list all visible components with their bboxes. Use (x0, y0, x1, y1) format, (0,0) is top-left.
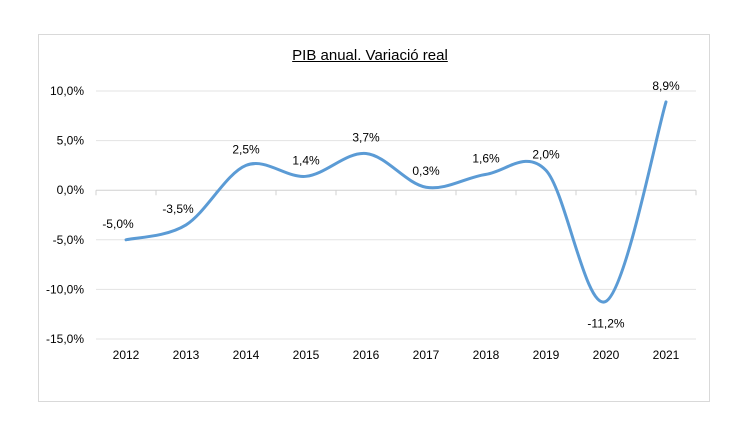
series-line (124, 100, 668, 304)
data-label: 8,9% (652, 79, 680, 93)
chart-title: PIB anual. Variació real (292, 47, 448, 64)
x-tick-label: 2021 (653, 348, 680, 362)
y-tick-label: -15,0% (46, 332, 84, 346)
x-tick-label: 2019 (533, 348, 560, 362)
y-tick-label: 5,0% (57, 134, 85, 148)
x-tick-label: 2015 (293, 348, 320, 362)
data-label: 1,4% (292, 153, 320, 167)
data-label: 1,6% (472, 151, 500, 165)
x-tick-label: 2013 (173, 348, 200, 362)
x-tick-label: 2018 (473, 348, 500, 362)
y-tick-label: -5,0% (53, 233, 85, 247)
chart-frame (38, 34, 710, 402)
x-tick-label: 2016 (353, 348, 380, 362)
x-tick-label: 2012 (113, 348, 140, 362)
data-label: -5,0% (102, 217, 134, 231)
y-tick-label: -10,0% (46, 282, 84, 296)
data-label: 0,3% (412, 164, 440, 178)
data-label: 2,5% (232, 142, 260, 156)
y-tick-label: 10,0% (50, 84, 84, 98)
y-tick-label: 0,0% (57, 183, 85, 197)
x-tick-label: 2014 (233, 348, 260, 362)
data-label: 3,7% (352, 130, 380, 144)
x-tick-label: 2017 (413, 348, 440, 362)
data-label: -11,2% (587, 316, 624, 330)
data-label: 2,0% (532, 147, 560, 161)
x-tick-label: 2020 (593, 348, 620, 362)
data-label: -3,5% (162, 202, 194, 216)
